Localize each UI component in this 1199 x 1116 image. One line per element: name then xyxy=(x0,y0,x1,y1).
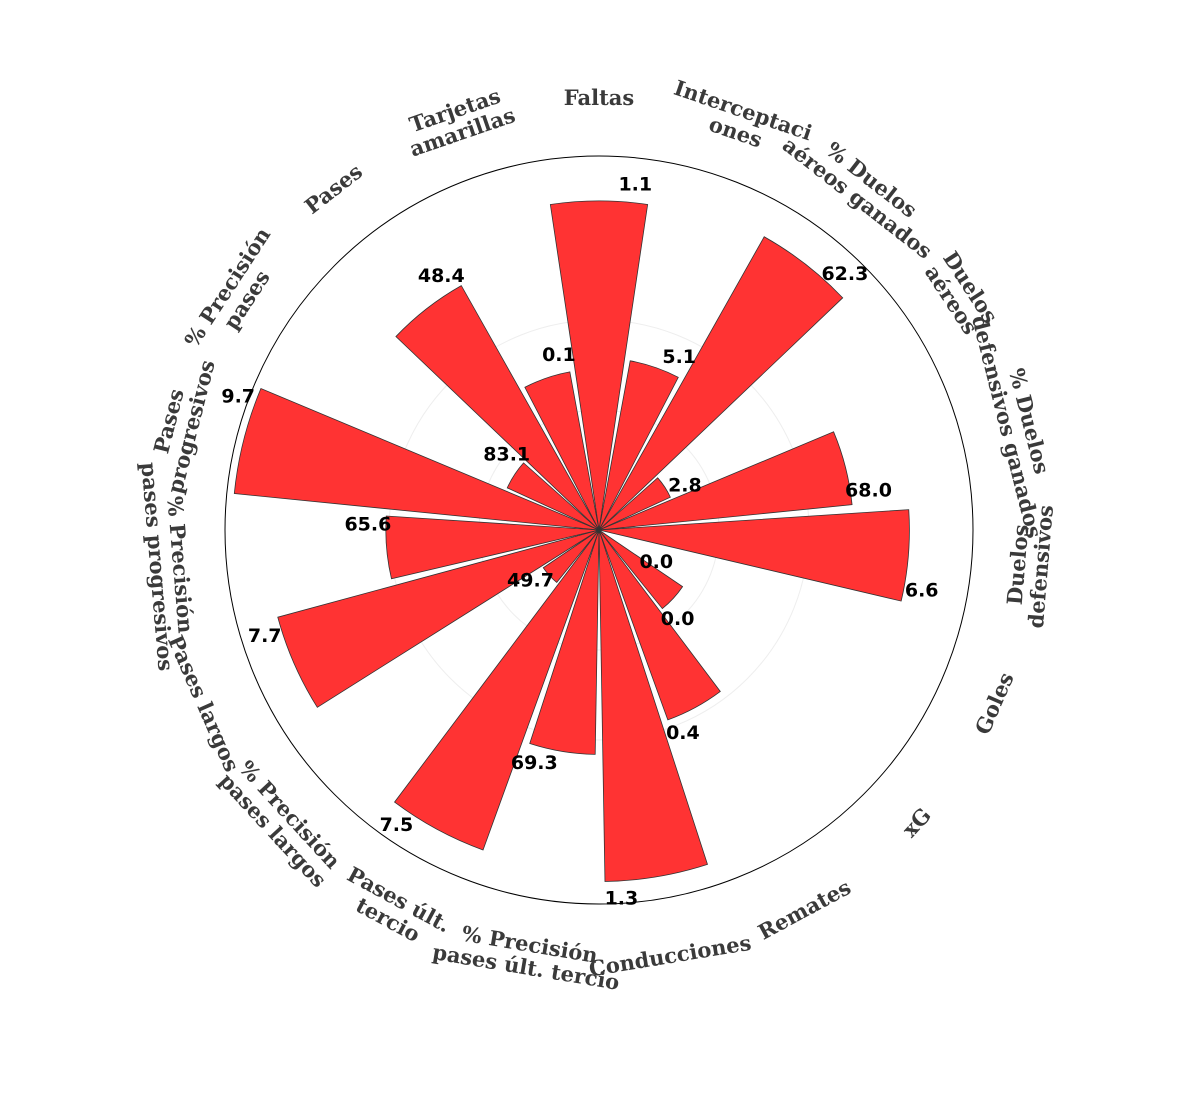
value-label-10: 69.3 xyxy=(511,752,558,774)
category-label-6: Goles xyxy=(970,668,1019,738)
value-label-14: 65.6 xyxy=(344,513,391,535)
category-label-8-line-0: Remates xyxy=(754,874,855,944)
value-label-6: 0.0 xyxy=(639,551,673,573)
value-label-1: 5.1 xyxy=(662,346,696,368)
category-label-16: % Precisiónpases xyxy=(179,223,294,364)
bar-9 xyxy=(598,529,708,882)
bar-16 xyxy=(506,462,600,531)
bar-5 xyxy=(598,509,910,602)
category-label-7: xG xyxy=(897,803,936,842)
bar-10 xyxy=(529,529,600,755)
category-label-8: Remates xyxy=(754,874,855,944)
category-label-17: Pases xyxy=(300,159,367,219)
bar-17 xyxy=(395,285,600,531)
value-label-0: 1.1 xyxy=(618,173,652,195)
value-label-15: 9.7 xyxy=(221,386,255,408)
category-label-4: % Duelosdefensivos ganados xyxy=(967,307,1070,540)
value-labels-group: 1.1 5.1 62.3 2.8 68.0 6.6 0.0 0.0 0.4 1.3 69.3 7.5 4… xyxy=(221,173,938,909)
bar-7 xyxy=(598,529,684,610)
bar-1 xyxy=(598,360,679,531)
category-label-18: Tarjetasamarillas xyxy=(399,80,519,161)
category-label-6-line-0: Goles xyxy=(970,668,1019,738)
value-label-4: 68.0 xyxy=(845,480,892,502)
bar-14 xyxy=(385,515,600,580)
category-label-17-line-0: Pases xyxy=(300,159,367,219)
value-label-11: 7.5 xyxy=(380,814,414,836)
value-label-18: 0.1 xyxy=(542,344,576,366)
bar-11 xyxy=(393,529,600,851)
outer-circle xyxy=(224,155,974,905)
value-label-9: 1.3 xyxy=(605,887,639,909)
bar-2 xyxy=(598,236,844,531)
bar-15 xyxy=(233,387,600,531)
bar-12 xyxy=(542,529,600,583)
value-label-5: 6.6 xyxy=(905,580,939,602)
value-label-16: 83.1 xyxy=(483,443,530,465)
value-label-17: 48.4 xyxy=(418,265,465,287)
bars-group xyxy=(233,200,910,882)
bar-3 xyxy=(598,477,671,531)
category-label-0: Faltas xyxy=(564,85,634,110)
bar-4 xyxy=(598,431,853,531)
value-label-8: 0.4 xyxy=(666,722,700,744)
category-label-7-line-0: xG xyxy=(897,803,936,842)
value-label-12: 49.7 xyxy=(507,569,554,591)
bar-0 xyxy=(549,200,649,531)
category-label-0-line-0: Faltas xyxy=(564,85,634,110)
bar-18 xyxy=(524,371,600,531)
category-label-10: % Precisiónpases últ. tercio xyxy=(431,916,625,994)
value-label-13: 7.7 xyxy=(248,625,282,647)
category-label-12: % Precisiónpases largos xyxy=(215,752,349,892)
value-label-7: 0.0 xyxy=(661,608,695,630)
value-label-2: 62.3 xyxy=(821,263,868,285)
value-label-3: 2.8 xyxy=(668,474,702,496)
bar-13 xyxy=(277,529,600,708)
bar-8 xyxy=(598,529,721,721)
